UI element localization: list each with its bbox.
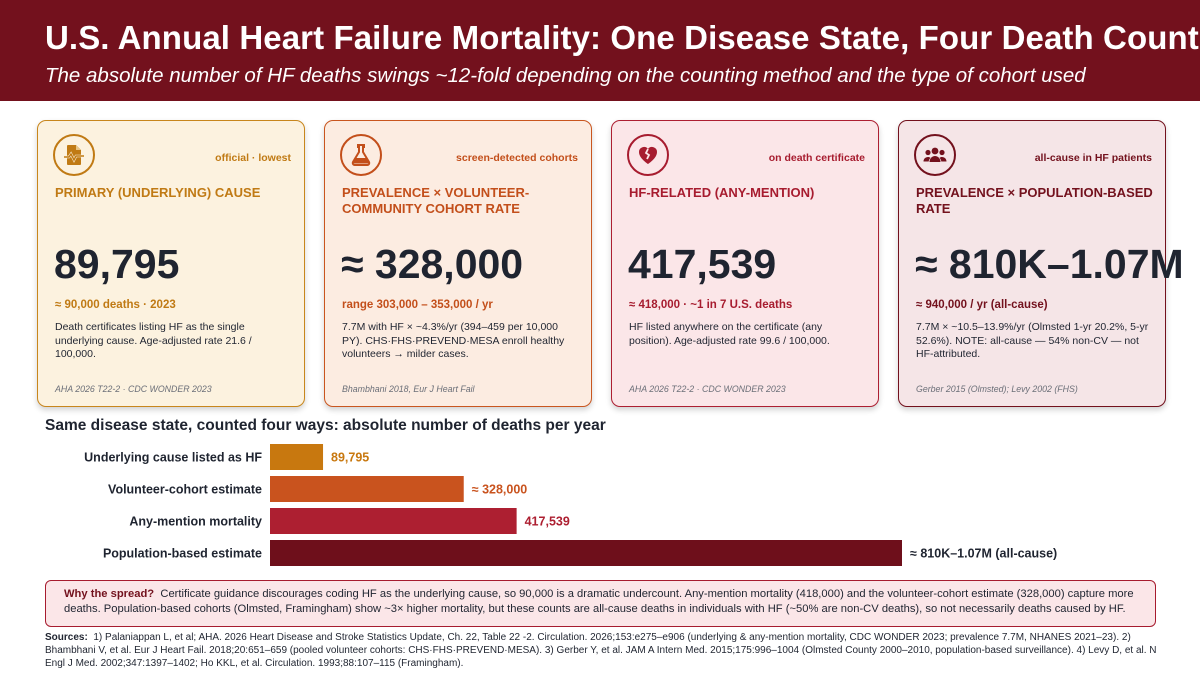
card-value: 417,539	[628, 241, 777, 287]
card-label: HF-RELATED (ANY-MENTION)	[629, 185, 815, 200]
card-source: AHA 2026 T22-2 · CDC WONDER 2023	[629, 384, 786, 394]
card-subvalue: ≈ 90,000 deaths · 2023	[55, 299, 176, 311]
category-label: Population-based estimate	[103, 547, 262, 561]
card-source: Bhambhani 2018, Eur J Heart Fail	[342, 384, 475, 394]
card-tag: on death certificate	[768, 152, 865, 164]
card-value: 89,795	[54, 241, 180, 287]
card-description: HF listed anywhere on the certificate (a…	[629, 321, 830, 347]
card-source: Gerber 2015 (Olmsted); Levy 2002 (FHS)	[916, 384, 1078, 394]
card-description: 7.7M with HF × ~4.3%/yr (394–459 per 10,…	[342, 321, 565, 360]
card-description: Death certificates listing HF as the sin…	[55, 321, 252, 360]
card-subvalue: range 303,000 – 353,000 / yr	[342, 299, 493, 311]
chart-title: Same disease state, counted four ways: a…	[45, 417, 606, 434]
category-label: Volunteer-cohort estimate	[108, 483, 262, 497]
card-label: PRIMARY (UNDERLYING) CAUSE	[55, 185, 261, 200]
page-subtitle: The absolute number of HF deaths swings …	[45, 64, 1086, 87]
broken-heart-icon	[627, 134, 669, 176]
value-label: ≈ 810K–1.07M (all-cause)	[910, 547, 1057, 561]
card-label: PREVALENCE × VOLUNTEER-COMMUNITY COHORT …	[342, 185, 530, 216]
value-label: ≈ 328,000	[472, 483, 528, 497]
note-text: Certificate guidance discourages coding …	[64, 588, 1134, 615]
card-volunteer-cohort: screen-detected cohorts PREVALENCE × VOL…	[324, 120, 592, 407]
card-description: 7.7M × ~10.5–13.9%/yr (Olmsted 1-yr 20.2…	[916, 321, 1149, 360]
card-value: ≈ 328,000	[341, 241, 524, 287]
card-value: ≈ 810K–1.07M	[915, 241, 1184, 287]
sources-text: 1) Palaniappan L, et al; AHA. 2026 Heart…	[45, 632, 1157, 669]
card-tag: official · lowest	[215, 152, 291, 164]
value-label: 417,539	[525, 515, 570, 529]
card-underlying-cause: official · lowest PRIMARY (UNDERLYING) C…	[37, 120, 305, 407]
bar	[270, 508, 517, 534]
bar	[270, 444, 324, 470]
header-banner: U.S. Annual Heart Failure Mortality: One…	[0, 0, 1200, 101]
people-group-icon	[914, 134, 956, 176]
card-subvalue: ≈ 940,000 / yr (all-cause)	[916, 299, 1048, 311]
sources-lead: Sources:	[45, 632, 88, 643]
bar	[270, 476, 464, 502]
bar	[270, 540, 902, 566]
card-tag: all-cause in HF patients	[1034, 152, 1152, 164]
explanation-note: Why the spread? Certificate guidance dis…	[45, 580, 1156, 627]
bar-chart: Underlying cause listed as HF 89,795 Volun…	[84, 444, 1057, 566]
card-tag: screen-detected cohorts	[456, 152, 578, 164]
card-source: AHA 2026 T22-2 · CDC WONDER 2023	[55, 384, 212, 394]
note-lead: Why the spread?	[64, 588, 155, 600]
sources-footer: Sources: 1) Palaniappan L, et al; AHA. 2…	[45, 631, 1157, 670]
category-label: Any-mention mortality	[129, 515, 262, 529]
file-pulse-icon	[53, 134, 95, 176]
page-title: U.S. Annual Heart Failure Mortality: One…	[45, 19, 1200, 56]
card-population-based: all-cause in HF patients PREVALENCE × PO…	[898, 120, 1184, 407]
card-subvalue: ≈ 418,000 · ~1 in 7 U.S. deaths	[629, 299, 793, 311]
card-any-mention: on death certificate HF-RELATED (ANY-MEN…	[611, 120, 879, 407]
flask-icon	[340, 134, 382, 176]
category-label: Underlying cause listed as HF	[84, 451, 262, 465]
card-label: PREVALENCE × POPULATION-BASED RATE	[916, 185, 1153, 216]
value-label: 89,795	[331, 451, 369, 465]
